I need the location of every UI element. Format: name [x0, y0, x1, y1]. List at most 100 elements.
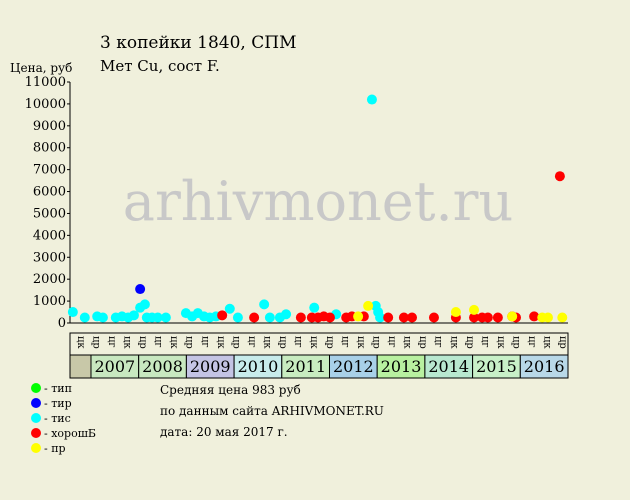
data-point: [232, 312, 243, 323]
data-point: [249, 312, 260, 323]
year-label: 2010: [238, 357, 279, 376]
data-point: [398, 312, 409, 323]
legend-label: - тис: [44, 412, 71, 425]
y-tick-label: 11000: [25, 75, 66, 90]
y-tick-label: 5000: [33, 206, 66, 221]
period-label: цк: [75, 336, 86, 349]
data-point: [366, 94, 377, 105]
year-label: 2007: [94, 357, 135, 376]
legend-marker: [31, 443, 41, 453]
year-label: 2013: [381, 357, 422, 376]
data-point: [295, 312, 306, 323]
y-tick-label: 4000: [33, 228, 66, 243]
period-label: цр: [324, 336, 335, 349]
y-tick-label: 2000: [33, 272, 66, 287]
data-point: [152, 312, 163, 323]
legend-marker: [31, 413, 41, 423]
data-point: [482, 312, 493, 323]
note: Средняя цена 983 руб: [160, 383, 301, 397]
period-label: цг: [526, 336, 537, 348]
data-point: [324, 312, 335, 323]
data-point: [554, 171, 565, 182]
data-point: [407, 312, 418, 323]
y-tick-label: 7000: [33, 163, 66, 178]
period-label: цк: [262, 336, 273, 349]
data-point: [67, 307, 78, 318]
period-label: цг: [433, 336, 444, 348]
period-label: цк: [448, 336, 459, 349]
period-label: цг: [106, 336, 117, 348]
period-label: цр: [277, 336, 288, 349]
period-label: цк: [355, 336, 366, 349]
period-label: цр: [557, 336, 568, 349]
period-label: цр: [90, 336, 101, 349]
period-label: цг: [479, 336, 490, 348]
y-tick-label: 8000: [33, 141, 66, 156]
chart-title: 3 копейки 1840, СПМ: [100, 33, 296, 53]
period-label: цр: [184, 336, 195, 349]
period-label: цг: [153, 336, 164, 348]
watermark: arhivmonet.ru: [123, 170, 513, 233]
period-label: цр: [230, 336, 241, 349]
period-label: цк: [402, 336, 413, 349]
data-point: [97, 312, 108, 323]
y-tick-label: 6000: [33, 185, 66, 200]
data-point: [507, 311, 518, 322]
legend-label: - тир: [44, 397, 72, 410]
legend-label: - тип: [44, 382, 72, 395]
year-label: 2014: [428, 357, 469, 376]
data-point: [264, 312, 275, 323]
note: по данным сайта ARHIVMONET.RU: [160, 404, 384, 418]
period-label: цр: [464, 336, 475, 349]
data-point: [309, 302, 320, 313]
legend-label: - хорошБ: [44, 427, 96, 440]
data-point: [281, 309, 292, 320]
data-point: [383, 312, 394, 323]
period-label: цк: [168, 336, 179, 349]
y-axis-label: Цена, руб: [10, 61, 72, 75]
data-point: [542, 312, 553, 323]
data-point: [469, 312, 480, 323]
period-label: цр: [370, 336, 381, 349]
data-point: [469, 304, 480, 315]
data-point: [529, 311, 540, 322]
period-label: цр: [511, 336, 522, 349]
legend-marker: [31, 398, 41, 408]
data-point: [128, 310, 139, 321]
period-label: цг: [199, 336, 210, 348]
period-label: цк: [542, 336, 553, 349]
year-label: 2009: [190, 357, 231, 376]
y-tick-label: 3000: [33, 250, 66, 265]
data-point: [450, 307, 461, 318]
data-point: [353, 311, 364, 322]
period-label: цк: [308, 336, 319, 349]
y-tick-label: 10000: [25, 97, 66, 112]
legend-marker: [31, 428, 41, 438]
y-tick-label: 0: [58, 316, 66, 331]
legend-marker: [31, 383, 41, 393]
data-point: [135, 284, 146, 295]
data-point: [428, 312, 439, 323]
data-point: [217, 310, 228, 321]
y-tick-label: 1000: [33, 294, 66, 309]
year-label: 2016: [524, 357, 565, 376]
period-label: цк: [215, 336, 226, 349]
period-label: цк: [121, 336, 132, 349]
period-label: цг: [339, 336, 350, 348]
year-row-lead: [69, 354, 92, 379]
period-label: цр: [417, 336, 428, 349]
legend-label: - пр: [44, 442, 66, 455]
year-label: 2012: [333, 357, 374, 376]
y-tick-label: 9000: [33, 119, 66, 134]
data-point: [363, 300, 374, 311]
data-point: [375, 312, 386, 323]
period-label: цр: [137, 336, 148, 349]
chart-subtitle: Мет Cu, сост F.: [100, 57, 220, 75]
data-point: [259, 299, 270, 310]
year-cell: [519, 354, 569, 379]
period-label: цг: [386, 336, 397, 348]
year-label: 2015: [476, 357, 517, 376]
